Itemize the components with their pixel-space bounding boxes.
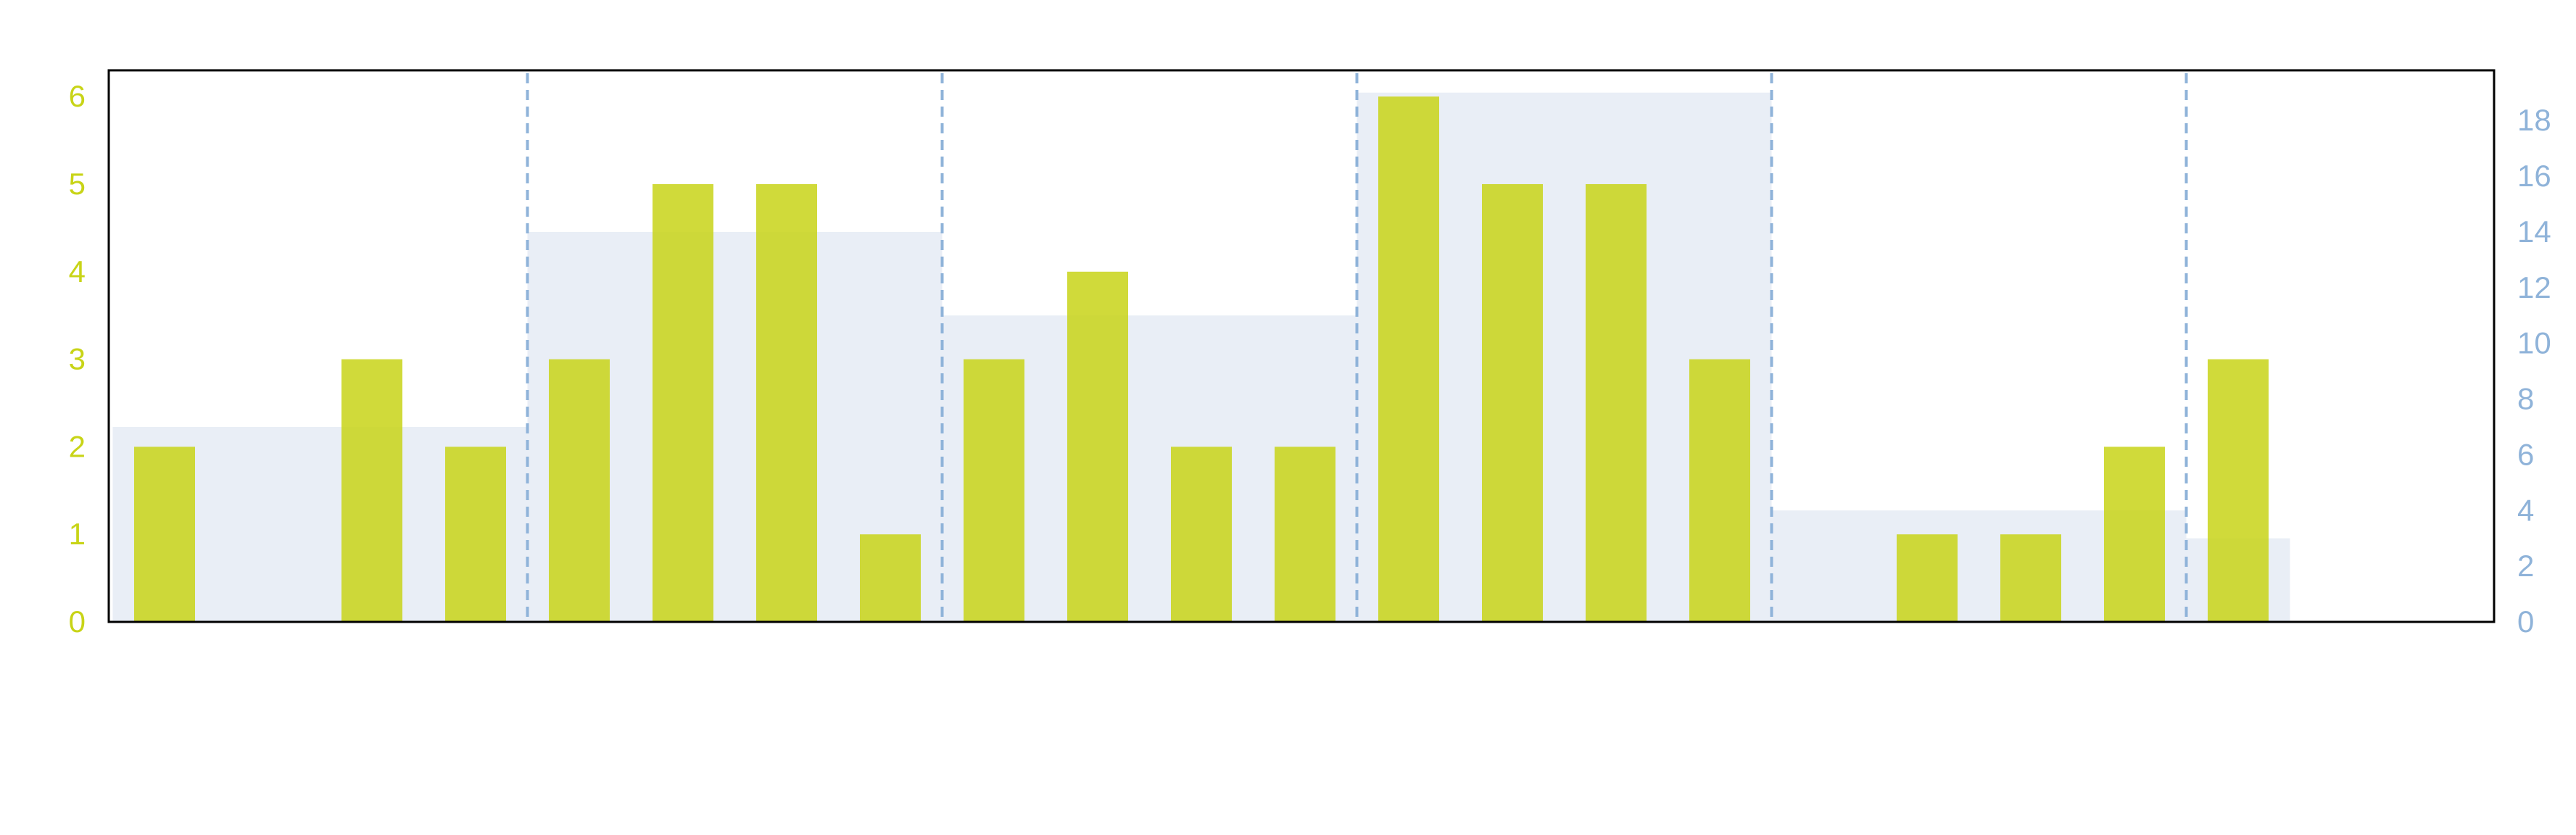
- right-tick-label-9: 18: [2517, 103, 2551, 137]
- bar-4: [549, 359, 610, 622]
- left-y-axis: 0 1 2 3 4 5 6: [69, 79, 86, 639]
- right-tick-label-8: 16: [2517, 159, 2551, 193]
- bar-8: [964, 359, 1024, 622]
- bar-15: [1689, 359, 1750, 622]
- bar-13: [1482, 184, 1543, 623]
- bars-layer: [134, 96, 2269, 623]
- right-tick-label-4: 8: [2517, 382, 2534, 416]
- group-dividers-layer: [526, 73, 2188, 622]
- right-tick-label-6: 12: [2517, 270, 2551, 304]
- left-tick-label-3: 3: [69, 342, 86, 376]
- bar-20: [2208, 359, 2269, 622]
- left-tick-label-5: 5: [69, 167, 86, 201]
- bar-19: [2104, 446, 2165, 622]
- bar-10: [1171, 446, 1232, 622]
- bar-9: [1067, 271, 1128, 622]
- right-tick-label-3: 6: [2517, 437, 2534, 471]
- plot-frame: [107, 69, 2496, 623]
- bar-14: [1586, 184, 1647, 623]
- right-tick-label-0: 0: [2517, 605, 2534, 639]
- bar-11: [1275, 446, 1335, 622]
- left-tick-label-0: 0: [69, 605, 86, 639]
- right-tick-label-7: 14: [2517, 215, 2551, 249]
- bar-17: [1897, 534, 1958, 622]
- bar-6: [756, 184, 817, 623]
- left-tick-label-4: 4: [69, 254, 86, 288]
- bar-2: [341, 359, 402, 622]
- bar-5: [653, 184, 713, 623]
- bar-12: [1378, 96, 1439, 622]
- bar-7: [860, 534, 921, 622]
- right-tick-label-2: 4: [2517, 493, 2534, 527]
- bar-18: [2000, 534, 2061, 622]
- bar-3: [445, 446, 506, 622]
- right-tick-label-1: 2: [2517, 549, 2534, 583]
- left-tick-label-2: 2: [69, 429, 86, 463]
- right-y-axis: 0 2 4 6 8 10 12 14 16 18: [2517, 103, 2551, 639]
- right-tick-label-5: 10: [2517, 326, 2551, 360]
- left-tick-label-6: 6: [69, 79, 86, 113]
- left-tick-label-1: 1: [69, 517, 86, 551]
- bar-0: [134, 446, 195, 622]
